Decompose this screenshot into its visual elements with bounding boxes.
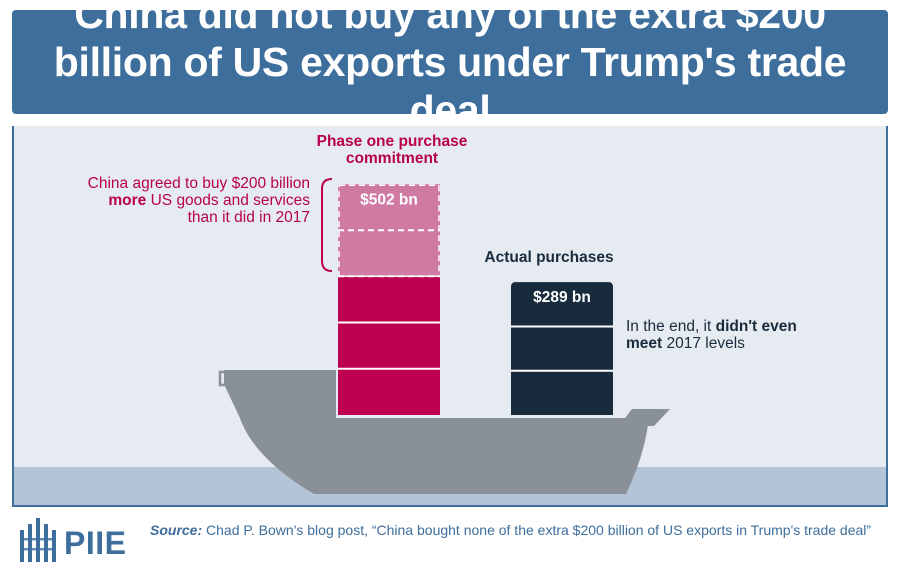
commitment-label: Phase one purchase commitment xyxy=(316,133,468,167)
footer: PIIE Source: Chad P. Bown's blog post, “… xyxy=(0,512,900,575)
commitment-note-text-1: China agreed to buy $200 billion xyxy=(87,175,310,192)
bar-commitment-value-label: $502 bn xyxy=(360,191,418,208)
commitment-note-bold: more xyxy=(108,192,147,209)
piie-logo-icon xyxy=(20,518,56,562)
actual-label: Actual purchases xyxy=(484,249,614,266)
commitment-note: China agreed to buy $200 billion more US… xyxy=(78,175,310,226)
actual-note-bold: didn't even meet xyxy=(626,318,797,352)
bars-group: $502 bn $289 bn xyxy=(338,184,613,415)
piie-logo-text: PIIE xyxy=(64,525,127,561)
actual-note: In the end, it didn't even meet 2017 lev… xyxy=(626,318,826,352)
ship-railing xyxy=(218,370,272,387)
bar-actual-body xyxy=(511,292,613,415)
ship-bow xyxy=(619,409,670,426)
chart-title: China did not buy any of the extra $200 … xyxy=(53,0,847,133)
extra-commitment-bracket xyxy=(321,178,333,272)
source-note: Source: Chad P. Bown's blog post, “China… xyxy=(150,522,890,539)
bar-actual-value-label: $289 bn xyxy=(533,289,591,306)
ship-hull-shape xyxy=(224,384,648,494)
commitment-note-text-2: US goods and services than it did in 201… xyxy=(146,192,310,226)
bar-commitment-extra-outline xyxy=(338,184,440,277)
actual-note-text-1: In the end, it xyxy=(626,318,716,335)
bar-commitment-baseline xyxy=(338,276,440,415)
chart-svg: $502 bn $289 bn xyxy=(218,178,670,494)
chart-scene: $502 bn $289 bn Phase one purchase commit… xyxy=(12,126,888,507)
ship-stern-deck xyxy=(224,370,336,418)
source-label: Source: xyxy=(150,522,203,538)
actual-note-text-2: 2017 levels xyxy=(662,335,745,352)
source-text: Chad P. Bown's blog post, “China bought … xyxy=(202,522,872,538)
header-banner: China did not buy any of the extra $200 … xyxy=(12,0,888,133)
